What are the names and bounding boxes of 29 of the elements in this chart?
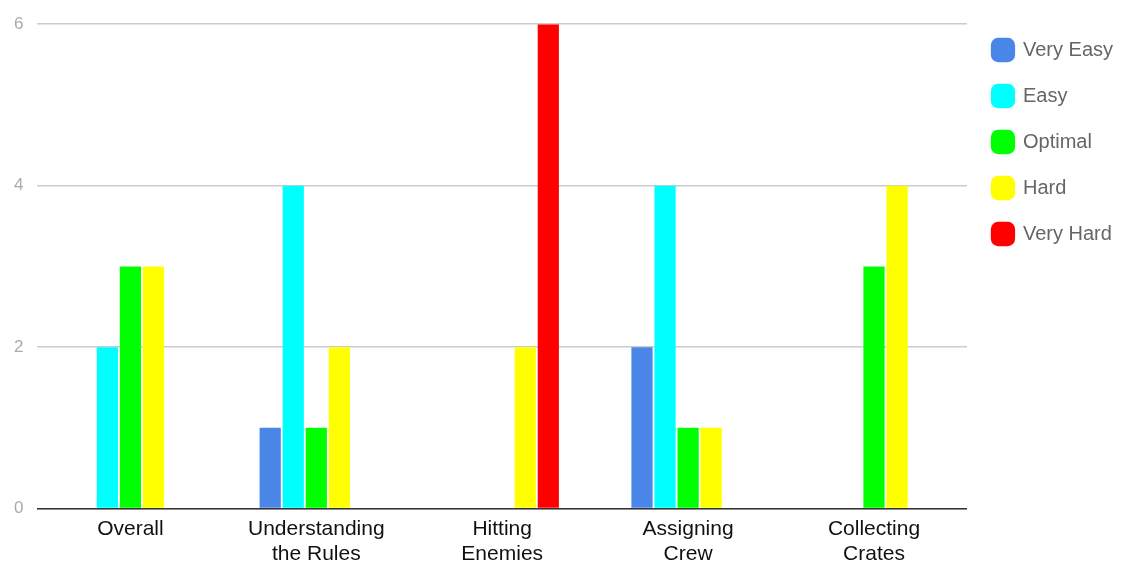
y-tick-label: 2 [13, 336, 24, 356]
bar [119, 266, 142, 508]
x-tick-label: Collecting Crates [827, 516, 921, 565]
bar [700, 427, 722, 508]
bar [631, 347, 653, 508]
bar [677, 427, 699, 508]
x-tick-label: Overall [97, 516, 164, 539]
bar [654, 185, 676, 508]
x-tick-label: Hitting Enemies [461, 516, 544, 565]
bar [282, 185, 304, 508]
bar [537, 24, 559, 508]
legend-label: Very Easy [1022, 37, 1114, 60]
bar [96, 347, 118, 508]
bar [142, 266, 165, 508]
legend-label: Optimal [1022, 129, 1092, 152]
bar [863, 266, 885, 508]
legend-label: Easy [1022, 83, 1068, 106]
bar [305, 427, 327, 508]
legend-label: Very Hard [1022, 221, 1112, 244]
x-tick-label: Understanding the Rules [248, 516, 385, 565]
y-tick-label: 4 [13, 175, 24, 195]
y-tick-label: 0 [13, 498, 24, 518]
bar [259, 427, 281, 508]
bar [886, 185, 908, 508]
legend-label: Hard [1022, 175, 1067, 198]
y-tick-label: 6 [13, 13, 24, 33]
bar [328, 347, 350, 508]
x-tick-label: Assigning Crew [642, 516, 734, 565]
bar [514, 347, 536, 508]
